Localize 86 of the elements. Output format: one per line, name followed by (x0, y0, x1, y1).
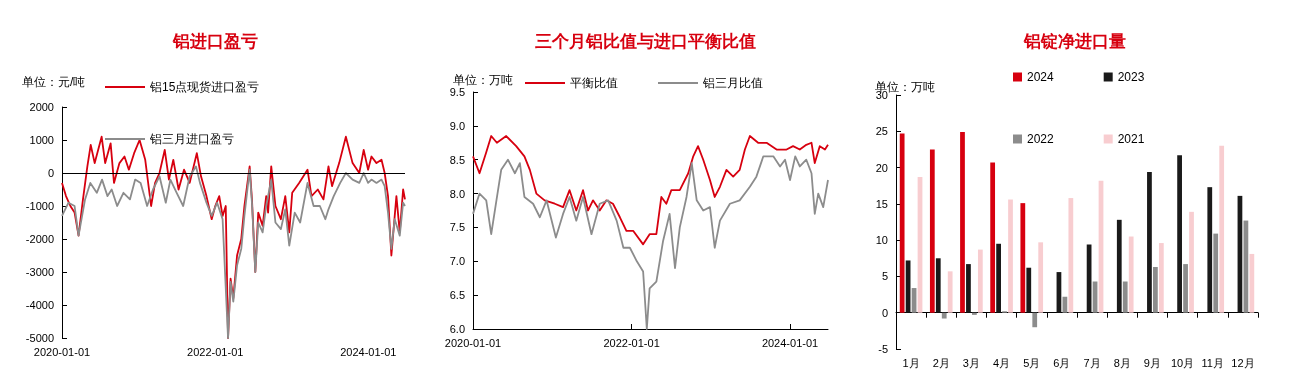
bar (960, 132, 965, 313)
x-tick-label: 5月 (1023, 356, 1041, 369)
y-tick-label: 6.5 (449, 289, 465, 302)
x-tick-label: 2024-01-01 (340, 345, 397, 358)
x-tick-label: 2022-01-01 (603, 336, 660, 349)
y-tick-label: 25 (875, 125, 888, 138)
line-series (472, 135, 829, 246)
bar (929, 149, 935, 313)
bar (990, 162, 996, 313)
bar (1207, 187, 1213, 313)
bar (1122, 281, 1128, 313)
legend-label: 铝三月比值 (702, 76, 763, 90)
x-tick-label: 2022-01-01 (187, 345, 244, 358)
y-tick-label: 7.0 (449, 255, 465, 268)
x-tick-label: 3月 (962, 356, 980, 369)
y-tick-label: -5 (878, 343, 888, 355)
y-tick-label: -3000 (25, 266, 54, 278)
bar (1068, 198, 1074, 313)
bar (1128, 236, 1134, 313)
y-tick-label: -4000 (25, 299, 54, 311)
y-tick-label: -1000 (25, 200, 54, 212)
y-tick-label: 8.5 (449, 153, 465, 166)
bar (1008, 199, 1013, 313)
bar (1213, 233, 1219, 313)
y-tick-label: 10 (875, 234, 888, 247)
bar (1219, 145, 1225, 313)
legend-label: 2023 (1117, 70, 1145, 84)
bar (1177, 155, 1182, 313)
text: 单位：万吨 (453, 73, 513, 87)
x-tick-label: 2月 (932, 356, 950, 369)
x-tick-label: 2020-01-01 (33, 345, 91, 358)
y-tick-label: 0 (47, 167, 54, 179)
x-tick-label: 8月 (1113, 356, 1131, 369)
legend-label: 2022 (1027, 132, 1055, 146)
x-tick-label: 6月 (1053, 356, 1071, 369)
y-tick-label: 1000 (29, 134, 54, 146)
x-tick-label: 1月 (902, 356, 920, 369)
y-tick-label: 7.5 (449, 221, 465, 234)
bar (1183, 264, 1188, 313)
y-tick-label: 0 (881, 306, 888, 319)
bar (1026, 267, 1032, 313)
bar (1116, 219, 1122, 313)
x-tick-label: 10月 (1170, 356, 1195, 369)
bar (1249, 253, 1255, 313)
legend-label: 2021 (1117, 132, 1145, 146)
x-tick-label: 7月 (1083, 356, 1101, 369)
text: 单位：元/吨 (22, 75, 86, 89)
legend-label: 2024 (1027, 70, 1055, 84)
y-tick-label: 9.0 (449, 119, 465, 132)
y-tick-label: -5000 (25, 332, 54, 344)
bar (966, 264, 971, 313)
chart-title: 铝进口盈亏 (171, 32, 258, 51)
bar (996, 243, 1001, 313)
x-tick-label: 4月 (993, 356, 1011, 369)
bar (1158, 243, 1164, 313)
chart-title: 铝锭净进口量 (1023, 32, 1126, 51)
y-tick-label: 15 (875, 197, 888, 210)
bar (1189, 211, 1194, 313)
bar (1032, 312, 1038, 328)
bar (972, 312, 977, 315)
x-tick-label: 12月 (1231, 356, 1255, 369)
chart-title: 三个月铝比值与进口平衡比值 (534, 32, 756, 51)
bar (899, 133, 905, 313)
y-tick-label: 5 (881, 270, 888, 283)
x-tick-label: 11月 (1201, 356, 1224, 369)
x-tick-label: 2024-01-01 (761, 336, 819, 349)
bar (947, 271, 953, 313)
bar (1020, 203, 1026, 313)
text: 单位：万吨 (875, 80, 935, 94)
y-tick-label: -2000 (25, 233, 54, 245)
bar (1038, 242, 1044, 313)
legend-label: 铝15点现货进口盈亏 (149, 80, 260, 94)
y-tick-label: 9.5 (449, 86, 465, 98)
x-tick-label: 2020-01-01 (444, 336, 502, 349)
y-tick-label: 20 (875, 161, 888, 174)
y-tick-label: 2000 (29, 101, 54, 113)
bar (1153, 266, 1158, 313)
bar (977, 249, 983, 313)
y-tick-label: 8.0 (449, 187, 465, 200)
x-tick-label: 9月 (1143, 356, 1161, 369)
legend-label: 平衡比值 (570, 76, 618, 90)
legend-label: 铝三月进口盈亏 (149, 132, 234, 146)
y-tick-label: 6.0 (449, 323, 465, 335)
bar (935, 258, 941, 313)
bar (941, 312, 947, 319)
bar (1147, 171, 1152, 313)
